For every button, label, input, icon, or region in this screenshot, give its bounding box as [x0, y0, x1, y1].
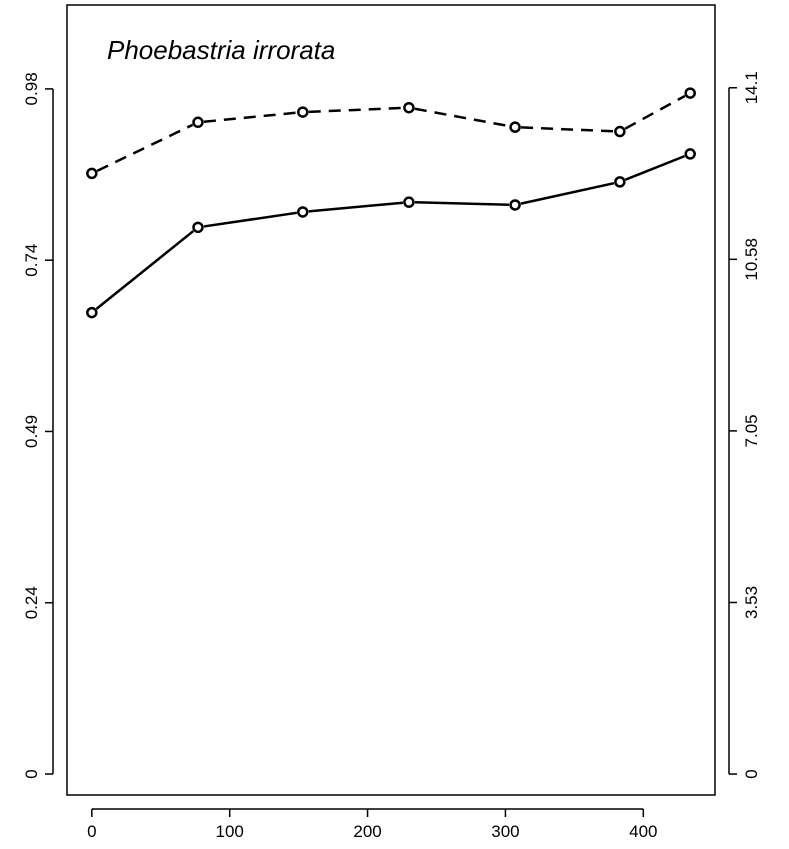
series-1-point [192, 221, 204, 234]
x-tick-label: 100 [216, 822, 244, 841]
series-1-point [86, 306, 98, 319]
y2-tick-label: 0 [742, 769, 761, 778]
series-2-point [684, 87, 696, 99]
series-2-segment [521, 126, 614, 133]
series-1-segment [203, 211, 298, 228]
y-tick-label: 0 [22, 769, 41, 778]
series-1-point [614, 176, 626, 188]
series-2-segment [624, 94, 686, 130]
x-tick-label: 300 [491, 822, 519, 841]
plot-frame [66, 4, 716, 796]
x-tick-label: 400 [629, 822, 657, 841]
x-tick-label: 200 [353, 822, 381, 841]
x-axis: 0 100 200 300 400 [87, 808, 657, 841]
series-1-segment [95, 230, 195, 310]
series-2-segment [414, 107, 510, 128]
series-1-point [297, 206, 309, 218]
series-1-point [509, 199, 521, 211]
series-2-point [192, 116, 204, 129]
series-2-segment [96, 123, 194, 172]
series-1-segment [520, 181, 615, 205]
y-tick-label: 0.98 [22, 72, 41, 105]
series-2-point [86, 167, 98, 180]
series-1-segment [414, 201, 510, 207]
y-axis-right: 0 3.53 7.05 10.58 14.1 [728, 71, 761, 779]
x-tick-label: 0 [87, 822, 96, 841]
y-tick-label: 0.49 [22, 415, 41, 448]
series-layer [86, 87, 696, 319]
series-2-segment [203, 111, 297, 123]
y-axis-left: 0 0.24 0.49 0.74 0.98 [22, 72, 54, 779]
chart-title: Phoebastria irrorata [107, 35, 335, 65]
series-1-segment [624, 154, 686, 181]
y-tick-label: 0.24 [22, 586, 41, 619]
y2-tick-label: 10.58 [742, 238, 761, 281]
series-1-point [684, 148, 696, 160]
y2-tick-label: 7.05 [742, 414, 761, 447]
series-2-point [403, 101, 415, 114]
y-tick-label: 0.74 [22, 244, 41, 277]
series-2-point [614, 125, 626, 138]
series-1-segment [308, 201, 404, 213]
series-1-point [403, 196, 415, 208]
series-2-segment [308, 106, 403, 114]
y2-tick-label: 3.53 [742, 586, 761, 619]
series-2-point [297, 106, 309, 118]
y2-tick-label: 14.1 [742, 71, 761, 104]
series-2-point [509, 121, 521, 133]
